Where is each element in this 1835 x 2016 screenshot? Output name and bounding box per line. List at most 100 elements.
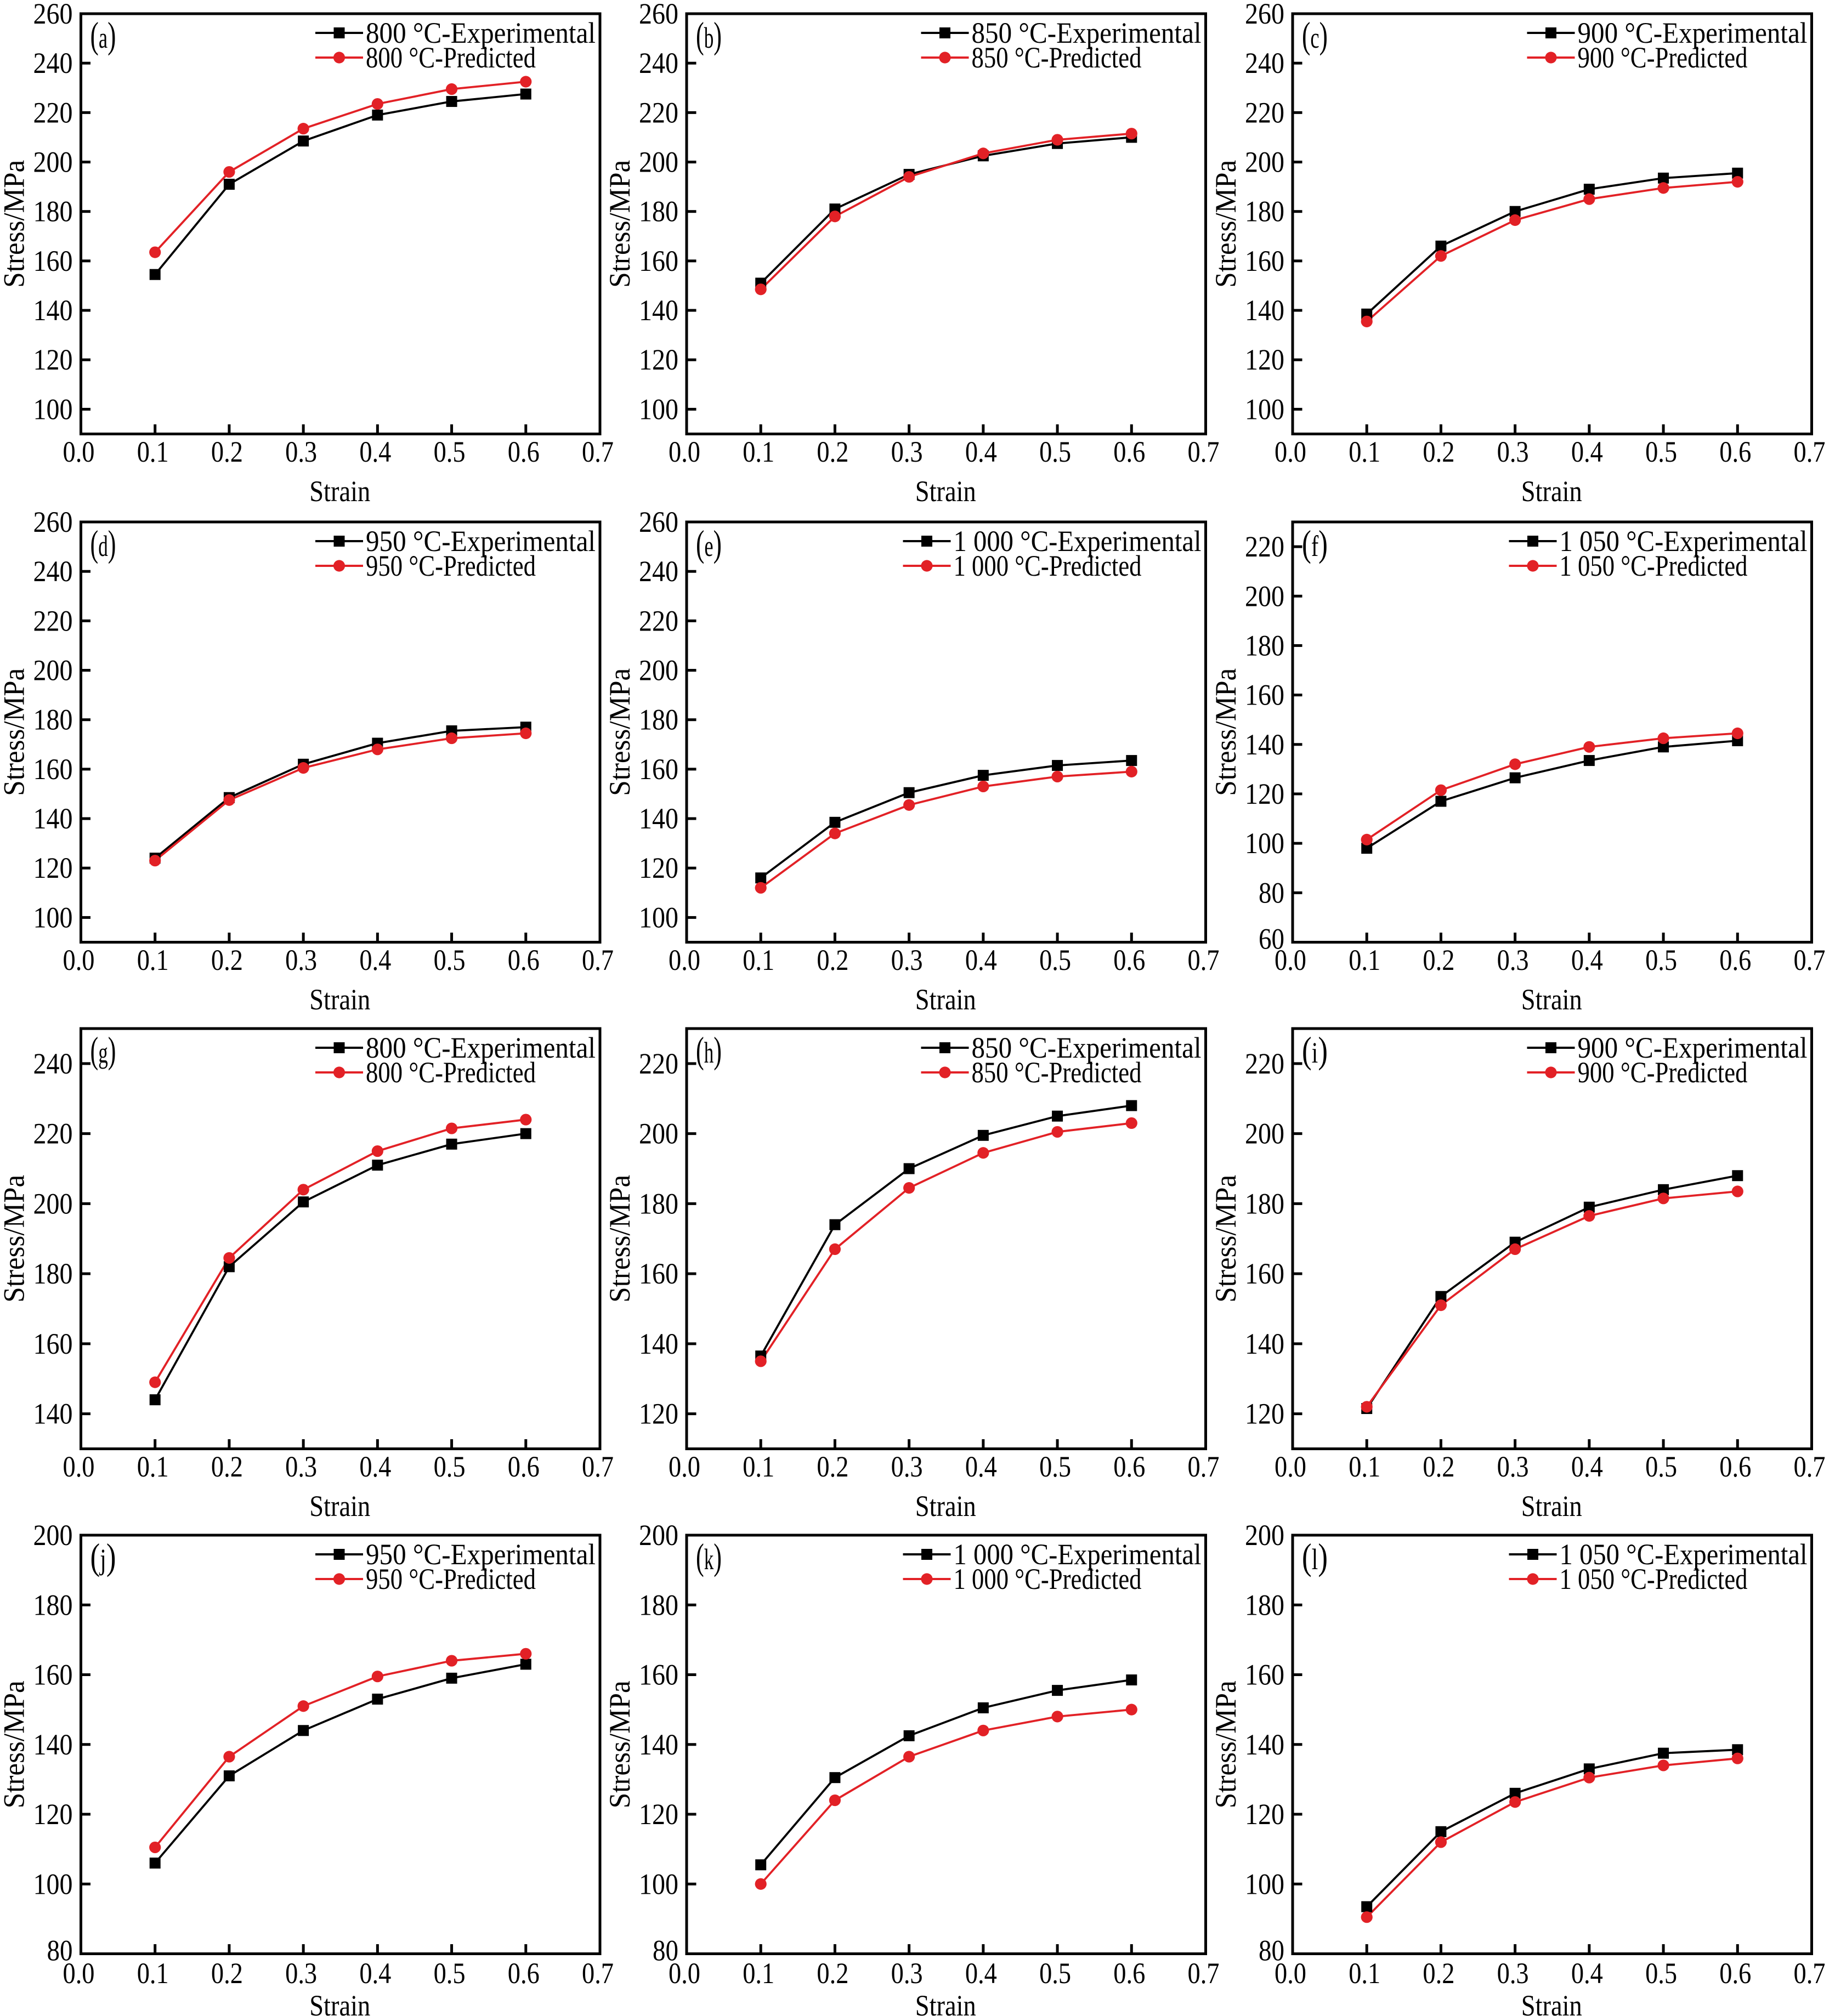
svg-text:1 050 °C-Predicted: 1 050 °C-Predicted [1560,1563,1748,1595]
svg-text:(k): (k) [696,1536,722,1577]
svg-text:200: 200 [1245,1117,1284,1150]
svg-text:0.6: 0.6 [1113,1957,1145,1990]
svg-text:0.2: 0.2 [817,1450,848,1483]
svg-text:1 000 °C-Experimental: 1 000 °C-Experimental [954,1538,1202,1571]
svg-text:180: 180 [1245,1588,1284,1621]
svg-text:(l): (l) [1302,1536,1328,1577]
svg-text:850 °C-Experimental: 850 °C-Experimental [972,1031,1202,1064]
svg-text:100: 100 [33,901,73,934]
svg-text:160: 160 [1245,679,1284,712]
svg-text:0.7: 0.7 [1794,435,1826,468]
svg-text:220: 220 [1245,1047,1284,1080]
svg-text:0.3: 0.3 [891,435,923,468]
svg-text:Stress/MPa: Stress/MPa [1209,1175,1242,1303]
svg-text:0.4: 0.4 [965,944,997,976]
svg-text:140: 140 [1245,728,1284,761]
svg-text:200: 200 [1245,1519,1284,1552]
svg-text:140: 140 [1245,1327,1284,1360]
svg-text:200: 200 [639,654,678,687]
svg-text:160: 160 [639,753,678,786]
svg-text:120: 120 [33,343,73,376]
svg-text:140: 140 [639,1327,678,1360]
svg-text:Stress/MPa: Stress/MPa [0,1680,31,1808]
svg-text:0.7: 0.7 [1188,1450,1220,1483]
svg-text:140: 140 [1245,1728,1284,1761]
svg-text:0.1: 0.1 [1349,944,1380,976]
svg-text:0.3: 0.3 [1497,1957,1529,1990]
svg-text:0.6: 0.6 [1113,435,1145,468]
svg-text:0.6: 0.6 [1719,1957,1751,1990]
svg-text:Stress/MPa: Stress/MPa [603,1680,636,1808]
svg-text:0.3: 0.3 [285,1450,317,1483]
svg-text:0.4: 0.4 [1571,944,1603,976]
svg-text:Stress/MPa: Stress/MPa [1209,668,1242,796]
svg-text:(h): (h) [696,1029,722,1071]
svg-text:260: 260 [1245,0,1284,30]
svg-text:900 °C-Experimental: 900 °C-Experimental [1578,16,1808,49]
svg-text:100: 100 [1245,827,1284,860]
svg-text:0.1: 0.1 [743,1957,774,1990]
svg-text:0.1: 0.1 [743,1450,774,1483]
svg-text:Stress/MPa: Stress/MPa [1209,160,1242,288]
svg-text:140: 140 [33,1398,73,1430]
svg-text:0.5: 0.5 [1645,435,1677,468]
svg-text:0.5: 0.5 [1645,1957,1677,1990]
svg-text:0.6: 0.6 [1719,1450,1751,1483]
svg-text:160: 160 [33,245,73,277]
svg-text:0.4: 0.4 [965,1957,997,1990]
svg-text:0.1: 0.1 [137,435,169,468]
svg-text:0.4: 0.4 [965,1450,997,1483]
svg-text:160: 160 [1245,1257,1284,1290]
svg-text:120: 120 [1245,777,1284,810]
svg-text:0.3: 0.3 [1497,944,1529,976]
svg-text:200: 200 [639,146,678,179]
svg-text:0.7: 0.7 [1794,1957,1826,1990]
svg-text:0.6: 0.6 [1719,944,1751,976]
svg-text:160: 160 [639,1659,678,1691]
svg-text:60: 60 [1259,923,1284,956]
svg-text:120: 120 [1245,1798,1284,1831]
svg-text:180: 180 [1245,629,1284,662]
svg-text:120: 120 [639,1398,678,1430]
svg-text:0.2: 0.2 [1423,435,1454,468]
svg-text:100: 100 [33,1867,73,1900]
svg-text:0.4: 0.4 [359,1957,391,1990]
svg-text:0.3: 0.3 [285,435,317,468]
svg-text:260: 260 [639,0,678,30]
svg-text:0.1: 0.1 [137,1450,169,1483]
svg-text:Strain: Strain [1521,983,1582,1016]
svg-text:260: 260 [33,506,73,538]
svg-text:120: 120 [33,851,73,884]
svg-text:Strain: Strain [309,475,370,508]
svg-text:180: 180 [33,1257,73,1290]
svg-text:0.0: 0.0 [669,944,700,976]
svg-text:850 °C-Experimental: 850 °C-Experimental [972,16,1202,49]
svg-text:120: 120 [1245,343,1284,376]
svg-text:0.4: 0.4 [359,1450,391,1483]
svg-text:0.0: 0.0 [1275,1450,1306,1483]
svg-text:0.6: 0.6 [508,944,540,976]
svg-text:140: 140 [33,802,73,835]
svg-text:0.1: 0.1 [743,944,774,976]
svg-text:950 °C-Experimental: 950 °C-Experimental [366,525,596,558]
svg-text:0.5: 0.5 [434,944,466,976]
svg-text:Strain: Strain [309,983,370,1016]
svg-text:(b): (b) [696,14,722,56]
svg-text:(i): (i) [1302,1029,1328,1071]
svg-text:0.7: 0.7 [582,944,614,976]
svg-text:0.0: 0.0 [1275,1957,1306,1990]
svg-text:0.1: 0.1 [1349,435,1380,468]
svg-text:(c): (c) [1302,14,1328,56]
svg-text:200: 200 [33,1519,73,1552]
svg-text:160: 160 [1245,245,1284,277]
svg-text:0.7: 0.7 [1188,435,1220,468]
svg-text:0.3: 0.3 [891,944,923,976]
svg-text:240: 240 [639,555,678,588]
svg-text:160: 160 [33,753,73,786]
svg-text:1 050 °C-Predicted: 1 050 °C-Predicted [1560,549,1748,582]
svg-text:0.0: 0.0 [63,944,95,976]
svg-text:140: 140 [639,294,678,327]
svg-text:(d): (d) [90,523,116,564]
svg-text:0.0: 0.0 [669,1450,700,1483]
svg-text:(j): (j) [90,1536,116,1577]
